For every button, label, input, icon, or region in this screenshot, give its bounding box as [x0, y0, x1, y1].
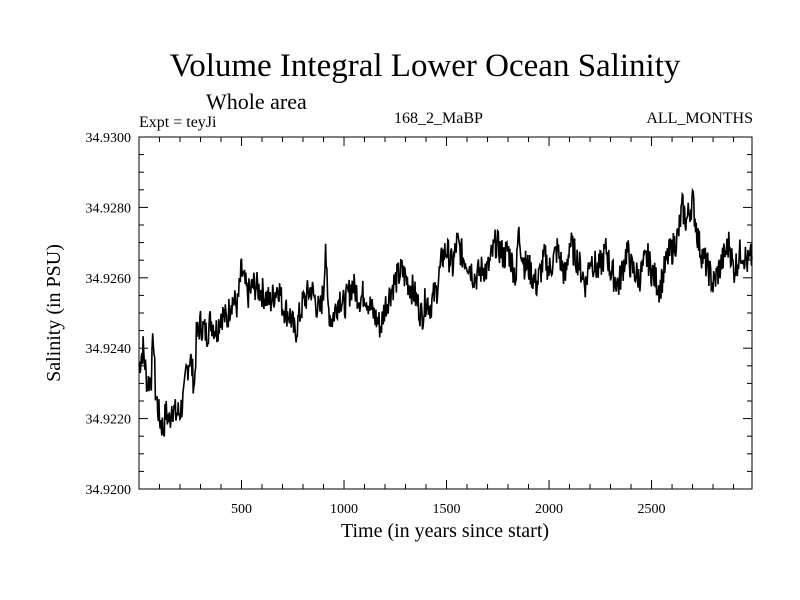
series-line-salinity — [138, 187, 753, 437]
run-label: 168_2_MaBP — [394, 110, 483, 127]
y-tick-label: 34.9300 — [86, 131, 132, 146]
y-tick-labels: 34.9200 34.9220 34.9240 34.9260 34.9280 34.93… — [86, 131, 132, 498]
x-tick-labels: 500 1000 1500 2000 2500 — [231, 502, 666, 517]
y-axis-label: Salinity (in PSU) — [43, 244, 65, 382]
x-tick-label: 1000 — [330, 502, 358, 517]
y-tick-label: 34.9280 — [86, 201, 132, 216]
plot-frame — [138, 136, 753, 490]
x-tick-label: 500 — [231, 502, 252, 517]
months-label: ALL_MONTHS — [646, 110, 753, 127]
y-tick-label: 34.9240 — [86, 342, 132, 357]
y-tick-label: 34.9260 — [86, 272, 132, 287]
chart-title: Volume Integral Lower Ocean Salinity — [169, 48, 681, 84]
x-tick-label: 2000 — [535, 502, 563, 517]
y-tick-label: 34.9200 — [86, 483, 132, 498]
chart-subtitle: Whole area — [206, 89, 307, 114]
x-tick-label: 2500 — [638, 502, 666, 517]
x-axis-label: Time (in years since start) — [341, 520, 549, 542]
y-tick-label: 34.9220 — [86, 413, 132, 428]
x-tick-label: 1500 — [433, 502, 461, 517]
experiment-label: Expt = teyJi — [139, 114, 217, 131]
